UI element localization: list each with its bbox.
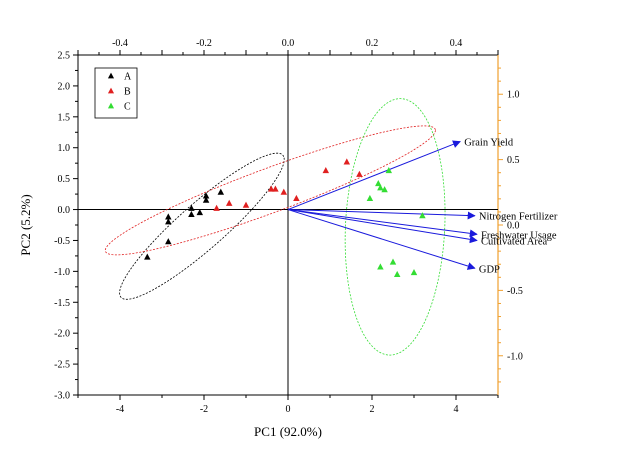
legend-label: A — [124, 72, 132, 83]
point-group-a — [217, 188, 225, 195]
point-group-b — [213, 204, 220, 211]
top-tick-label: 0.2 — [366, 38, 379, 49]
loading-arrow — [287, 140, 461, 211]
loading-arrow — [287, 209, 476, 270]
score-points — [144, 158, 426, 277]
legend: ABC — [94, 67, 138, 119]
point-group-c — [377, 263, 384, 270]
point-group-b — [267, 185, 275, 192]
top-axis-ticks: -0.4 -0.2 0.0 0.2 0.4 — [77, 38, 499, 55]
right-axis-ticks: -1.0 -0.5 0.0 0.5 1.0 — [498, 67, 523, 383]
point-group-b — [272, 185, 279, 192]
x-tick-label: 0 — [286, 404, 291, 415]
loading-arrow — [287, 209, 478, 238]
loading-label: GDP — [479, 264, 500, 275]
group-ellipses — [104, 98, 446, 356]
point-group-c — [375, 179, 382, 187]
point-group-b — [343, 158, 351, 165]
point-group-c — [419, 212, 426, 219]
loading-arrow — [287, 209, 476, 220]
top-tick-label: -0.2 — [196, 38, 212, 49]
point-group-a — [188, 204, 195, 211]
bottom-axis-ticks: -4 -2 0 2 4 — [77, 395, 499, 415]
point-group-b — [242, 201, 250, 208]
top-tick-label: 0.0 — [282, 38, 295, 49]
y-tick-label: -2.0 — [54, 329, 70, 340]
legend-marker — [107, 72, 115, 79]
right-tick-label: -0.5 — [507, 286, 523, 297]
point-group-c — [366, 194, 374, 201]
x-tick-label: -4 — [116, 404, 124, 415]
x-tick-label: 2 — [370, 404, 375, 415]
y-tick-label: 2.5 — [58, 51, 71, 62]
loading-label: Nitrogen Fertilizer — [479, 212, 558, 223]
y-tick-label: 1.5 — [58, 112, 71, 123]
point-group-c — [393, 270, 401, 277]
y-tick-label: 2.0 — [58, 81, 71, 92]
confidence-ellipse-b — [104, 125, 436, 256]
y-tick-label: 0.5 — [58, 174, 71, 185]
point-group-b — [356, 170, 363, 177]
point-group-c — [410, 269, 418, 276]
x-tick-label: -2 — [200, 404, 208, 415]
loading-label: Freshwater Usage — [481, 230, 557, 241]
y-tick-label: -0.5 — [54, 236, 70, 247]
right-tick-label: 0.5 — [507, 155, 520, 166]
right-tick-label: 1.0 — [507, 90, 520, 101]
point-group-b — [293, 194, 300, 201]
x-tick-label: 4 — [454, 404, 459, 415]
loading-arrows: Grain Yield Nitrogen Fertilizer Freshwater… — [287, 138, 558, 275]
x-axis-title: PC1 (92.0%) — [254, 424, 322, 439]
y-tick-label: -2.5 — [54, 360, 70, 371]
y-axis-title: PC2 (5.2%) — [18, 194, 33, 255]
y-tick-label: -1.0 — [54, 267, 70, 278]
point-group-b — [225, 199, 233, 206]
y-tick-label: 0.0 — [58, 205, 71, 216]
loading-arrow — [287, 209, 478, 244]
point-group-a — [144, 253, 151, 260]
point-group-b — [280, 188, 288, 195]
legend-marker — [107, 87, 115, 94]
point-group-c — [389, 258, 397, 265]
point-group-a — [165, 238, 172, 245]
point-group-a — [202, 196, 210, 203]
legend-frame — [94, 67, 138, 119]
legend-marker — [107, 102, 115, 109]
point-group-a — [202, 192, 210, 199]
loading-label: Grain Yield — [464, 138, 514, 149]
point-group-a — [188, 210, 195, 218]
point-group-a — [165, 218, 172, 225]
right-tick-label: 0.0 — [507, 221, 520, 232]
top-tick-label: -0.4 — [112, 38, 128, 49]
point-group-b — [322, 167, 330, 174]
legend-label: C — [124, 102, 131, 113]
y-tick-label: 1.0 — [58, 143, 71, 154]
point-group-c — [377, 184, 384, 191]
confidence-ellipse-a — [119, 152, 285, 300]
loading-label: Cultivated Area — [481, 236, 548, 247]
legend-label: B — [124, 87, 131, 98]
left-axis-ticks: -3.0 -2.5 -2.0 -1.5 -1.0 -0.5 0.0 0.5 1.0 1.5 2.0 2… — [54, 51, 78, 402]
point-group-c — [381, 186, 388, 193]
y-tick-label: -1.5 — [54, 298, 70, 309]
point-group-c — [385, 167, 393, 174]
point-group-a — [165, 213, 172, 220]
y-tick-label: -3.0 — [54, 391, 70, 402]
point-group-a — [196, 209, 204, 216]
top-tick-label: 0.4 — [450, 38, 463, 49]
confidence-ellipse-c — [344, 98, 446, 356]
right-tick-label: -1.0 — [507, 351, 523, 362]
